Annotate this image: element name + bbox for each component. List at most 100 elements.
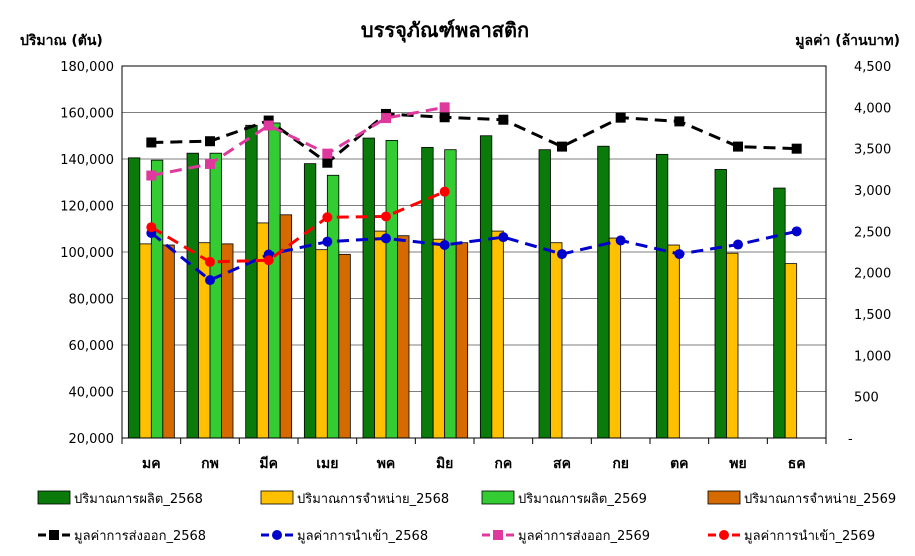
y2-axis-label: มูลค่า (ล้านบาท) [795,33,900,49]
bar [714,169,727,439]
bar [221,243,234,439]
x-tick-label: มค [142,456,161,472]
data-point [791,226,802,237]
y2-tick-label: 2,500 [854,225,891,240]
x-tick-label: ธค [788,456,806,472]
data-point [557,249,567,260]
data-point [205,256,215,267]
x-axis-ticks: มค กพ มีค เมย พค มิย กค สค กย ตค พย ธค [121,438,827,472]
y2-axis-ticks: - 500 1,000 1,500 2,000 2,500 3,000 3,500 4,000 4… [848,60,891,447]
data-point [674,249,685,260]
data-point [439,239,450,250]
y2-tick-label: - [848,432,853,447]
x-tick-label: เมย [316,456,338,472]
bar [268,122,281,439]
legend-swatch [37,490,71,505]
data-point [322,212,333,223]
data-point [615,235,626,246]
x-tick-label: กย [612,456,629,472]
bar [150,159,164,439]
data-point [322,148,333,159]
bar [479,135,493,439]
x-tick-label: พย [729,456,746,472]
data-point [263,255,274,266]
bar [784,263,798,439]
data-point [498,114,509,125]
series-line [150,229,797,282]
data-point [381,233,391,244]
bar [279,214,293,439]
x-tick-label: พค [377,456,396,472]
y-tick-label: 60,000 [69,339,115,354]
x-tick-label: มีค [259,456,278,472]
y-axis-label: ปริมาณ (ตัน) [20,33,103,49]
y-tick-label: 180,000 [60,60,114,75]
y-tick-label: 160,000 [60,107,114,122]
legend-label: ปริมาณการจำหน่าย_2568 [297,492,449,507]
data-point [146,222,157,233]
legend-label: ปริมาณการผลิต_2568 [74,492,203,507]
y-tick-label: 80,000 [69,293,115,308]
data-point [439,102,450,113]
data-point [146,170,157,181]
bar [550,242,563,439]
bar [362,137,375,439]
bar [667,244,680,439]
y2-tick-label: 4,000 [854,101,891,116]
data-point [439,112,450,123]
legend-swatch [481,490,515,505]
x-tick-label: มิย [436,456,453,472]
legend-marker [719,530,729,540]
bar [597,145,610,439]
bar [162,244,175,439]
data-point [498,232,509,243]
data-point [322,236,333,247]
legend-label: มูลค่าการส่งออก_2568 [74,529,206,544]
y2-tick-label: 3,000 [854,184,891,199]
bar [245,124,258,439]
bar [127,157,141,439]
bar [773,187,786,439]
data-point [733,141,743,152]
y-tick-label: 120,000 [60,200,114,215]
bar [655,153,669,439]
data-point [205,275,215,286]
data-point [322,157,333,168]
bar [315,249,328,439]
data-point [733,239,743,250]
y-axis-ticks: 20,000 40,000 60,000 80,000 100,000 120,000 14… [60,60,114,447]
data-point [146,137,157,148]
bar [726,252,739,439]
chart-title: บรรจุภัณฑ์พลาสติก [361,18,529,43]
data-point [439,186,450,197]
data-point [674,116,685,127]
legend-swatch [260,490,294,505]
legend-label: มูลค่าการนำเข้า_2568 [297,529,428,544]
x-tick-label: ตค [670,456,688,472]
bar [139,243,152,439]
y2-tick-label: 4,500 [854,60,891,75]
legend-label: มูลค่าการนำเข้า_2569 [744,529,875,544]
legend-swatch [707,490,741,505]
legend-label: ปริมาณการผลิต_2569 [518,492,647,507]
y2-tick-label: 2,000 [854,267,891,282]
data-point [205,158,215,169]
bars [127,122,798,439]
data-point [615,112,626,123]
data-point [381,211,391,222]
legend-marker [493,530,503,540]
bar [186,152,199,439]
series-line [150,190,446,264]
legend: ปริมาณการผลิต_2568 ปริมาณการจำหน่าย_2568 ป… [37,490,896,544]
lines [146,102,802,286]
y2-tick-label: 500 [854,391,879,406]
y-tick-label: 40,000 [69,386,115,401]
bar [432,238,446,439]
bar [421,146,434,439]
legend-label: ปริมาณการจำหน่าย_2569 [744,492,896,507]
data-point [263,120,274,131]
legend-marker [49,530,59,540]
bar [303,163,317,439]
bar [385,139,398,439]
y-tick-label: 140,000 [60,153,114,168]
